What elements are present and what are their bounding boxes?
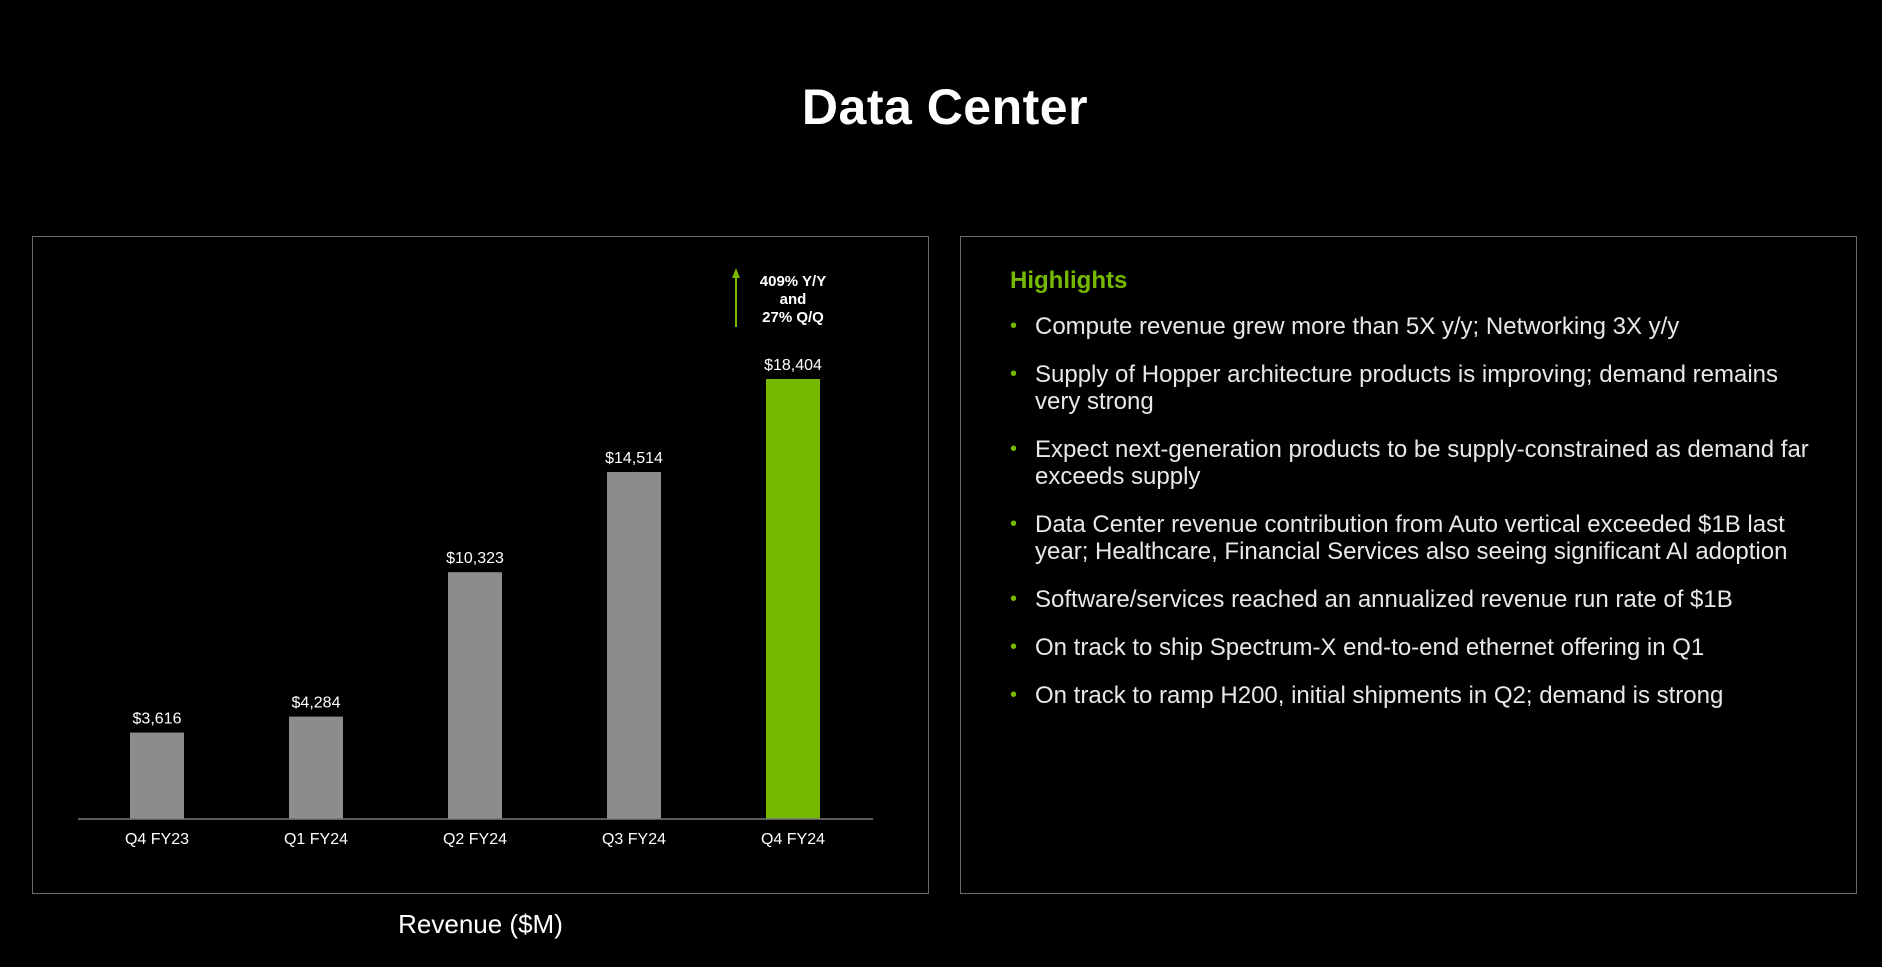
bar: [766, 379, 820, 819]
bar: [289, 716, 343, 819]
data-label: $10,323: [446, 550, 504, 567]
data-label: $4,284: [292, 695, 341, 712]
highlight-item: • Compute revenue grew more than 5X y/y; …: [1010, 313, 1830, 340]
x-tick-label: Q4 FY24: [761, 831, 825, 848]
x-tick-label: Q3 FY24: [602, 831, 666, 848]
x-tick-label: Q1 FY24: [284, 831, 348, 848]
bullet-icon: •: [1010, 438, 1018, 460]
highlight-item: • On track to ramp H200, initial shipment…: [1010, 682, 1830, 709]
highlight-item: • Software/services reached an annualized…: [1010, 586, 1830, 613]
highlights-panel: Highlights • Compute revenue grew more th…: [960, 236, 1857, 894]
highlight-text: Software/services reached an annualized …: [1035, 586, 1733, 613]
highlight-item: • On track to ship Spectrum-X end-to-end …: [1010, 634, 1830, 661]
growth-annotation-line: and: [780, 291, 807, 308]
highlight-text: Expect next-generation products to be su…: [1035, 436, 1809, 490]
highlight-item: • Expect next-generation products to be s…: [1010, 436, 1830, 490]
bullet-icon: •: [1010, 588, 1018, 610]
bullet-icon: •: [1010, 363, 1018, 385]
page-title: Data Center: [801, 78, 1089, 135]
bullet-icon: •: [1010, 636, 1018, 658]
up-arrow-head: [732, 268, 740, 278]
highlight-text: Data Center revenue contribution from Au…: [1035, 511, 1788, 565]
bullet-icon: •: [1010, 315, 1018, 337]
highlight-text: On track to ship Spectrum-X end-to-end e…: [1035, 634, 1705, 661]
highlight-text: On track to ramp H200, initial shipments…: [1035, 682, 1724, 709]
highlights-heading: Highlights: [1010, 267, 1128, 294]
chart-caption: Revenue ($M): [398, 909, 563, 939]
growth-annotation-line: 27% Q/Q: [762, 309, 824, 326]
x-tick-label: Q4 FY23: [125, 831, 189, 848]
highlight-item: • Data Center revenue contribution from A…: [1010, 511, 1830, 565]
revenue-chart-panel: $3,616 Q4 FY23 $4,284 Q1 FY24 $10,323 Q2 FY24…: [32, 236, 929, 894]
highlight-text: Supply of Hopper architecture products i…: [1035, 361, 1779, 415]
highlights-list: • Compute revenue grew more than 5X y/y; …: [1010, 313, 1830, 730]
data-label: $3,616: [133, 711, 182, 728]
x-tick-label: Q2 FY24: [443, 831, 507, 848]
highlight-text: Compute revenue grew more than 5X y/y; N…: [1035, 313, 1680, 340]
revenue-bar-chart: $3,616 Q4 FY23 $4,284 Q1 FY24 $10,323 Q2 FY24…: [78, 268, 873, 848]
data-label: $18,404: [764, 357, 822, 374]
bullet-icon: •: [1010, 513, 1018, 535]
bar: [130, 732, 184, 819]
highlight-item: • Supply of Hopper architecture products …: [1010, 361, 1830, 415]
bullet-icon: •: [1010, 684, 1018, 706]
bar: [607, 472, 661, 819]
growth-annotation-line: 409% Y/Y: [760, 273, 826, 290]
data-label: $14,514: [605, 450, 663, 467]
bar: [448, 572, 502, 819]
